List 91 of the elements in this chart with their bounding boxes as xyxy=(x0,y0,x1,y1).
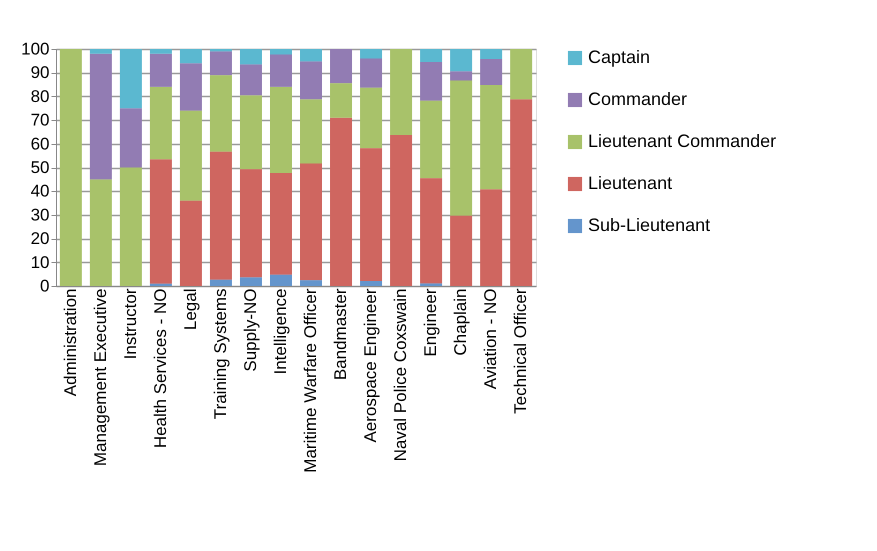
bar xyxy=(300,280,322,286)
y-tick-label: 50 xyxy=(30,158,50,177)
bar xyxy=(420,100,442,178)
bar xyxy=(240,95,262,170)
bar xyxy=(300,49,322,62)
bar xyxy=(330,49,352,84)
x-tick-label: Health Services - NO xyxy=(150,288,170,448)
y-tick-label: 70 xyxy=(30,110,50,130)
x-tick-label: Chaplain xyxy=(451,288,470,356)
y-tick-label: 80 xyxy=(30,86,50,106)
bar xyxy=(360,49,382,58)
bar xyxy=(180,200,202,286)
bar xyxy=(210,51,232,76)
legend-label: Captain xyxy=(588,47,650,67)
bar xyxy=(390,135,412,286)
y-tick-label: 30 xyxy=(30,205,50,224)
x-tick-label: Administration xyxy=(60,288,80,396)
y-tick-label: 40 xyxy=(30,182,50,201)
x-tick-label: Naval Police Coxswain xyxy=(391,288,410,462)
bar xyxy=(360,281,382,286)
bar xyxy=(450,216,472,286)
bar xyxy=(330,83,352,118)
y-tick-label: 20 xyxy=(30,229,50,248)
bar xyxy=(270,49,292,54)
bar xyxy=(150,159,172,284)
bar xyxy=(420,49,442,62)
y-tick-label: 60 xyxy=(30,134,50,154)
bar xyxy=(270,274,292,286)
bar xyxy=(420,178,442,284)
bar xyxy=(120,168,142,286)
bar xyxy=(360,88,382,148)
y-tick-label: 10 xyxy=(30,252,50,272)
bar xyxy=(210,75,232,152)
bar xyxy=(480,49,502,59)
bar xyxy=(300,163,322,280)
x-tick-label: Aviation - NO xyxy=(481,288,500,390)
legend-label: Sub-Lieutenant xyxy=(588,215,710,235)
bar xyxy=(180,63,202,111)
x-tick-label: Bandmaster xyxy=(331,288,350,380)
x-tick-label: Legal xyxy=(180,288,200,330)
x-tick-label: Aerospace Engineer xyxy=(361,288,380,443)
bar xyxy=(180,49,202,64)
legend-label: Lieutenant xyxy=(588,173,672,193)
bar xyxy=(90,49,112,54)
x-tick-label: Management Executive xyxy=(90,288,110,466)
bar xyxy=(270,172,292,275)
bar xyxy=(480,58,502,86)
bar xyxy=(480,189,502,286)
bar xyxy=(420,283,442,286)
bar xyxy=(300,99,322,164)
bar xyxy=(210,280,232,286)
x-tick-label: Supply-NO xyxy=(240,288,260,372)
bar xyxy=(240,277,262,286)
bar xyxy=(450,49,472,72)
x-tick-label: Training Systems xyxy=(210,288,230,420)
bar xyxy=(240,49,262,64)
bar xyxy=(240,169,262,278)
bar xyxy=(270,86,292,173)
bar xyxy=(510,49,532,100)
bar xyxy=(120,108,142,168)
bar xyxy=(420,62,442,101)
legend-label: Lieutenant Commander xyxy=(588,131,776,151)
x-tick-label: Technical Officer xyxy=(511,288,530,414)
x-tick-label: Instructor xyxy=(120,288,140,360)
x-tick-label: Maritime Warfare Officer xyxy=(301,288,320,473)
bar xyxy=(330,118,352,286)
bar xyxy=(150,49,172,54)
y-tick-label: 0 xyxy=(40,276,50,296)
y-tick-label: 90 xyxy=(30,63,50,82)
bar xyxy=(150,54,172,87)
bar xyxy=(180,110,202,201)
bar xyxy=(120,49,142,108)
bar xyxy=(360,148,382,282)
bar xyxy=(450,71,472,81)
bar xyxy=(90,179,112,286)
legend-label: Commander xyxy=(588,89,688,109)
x-tick-label: Intelligence xyxy=(270,288,290,375)
bar xyxy=(150,86,172,160)
bar xyxy=(450,80,472,216)
y-tick-label: 100 xyxy=(21,40,50,58)
bar xyxy=(360,58,382,88)
bar xyxy=(240,64,262,96)
bar xyxy=(510,99,532,286)
bar xyxy=(60,49,82,286)
bar xyxy=(480,85,502,190)
bar xyxy=(210,152,232,280)
bar xyxy=(90,54,112,180)
bar xyxy=(270,54,292,87)
bar xyxy=(300,61,322,100)
x-tick-label: Engineer xyxy=(421,288,440,357)
bar xyxy=(390,49,412,136)
